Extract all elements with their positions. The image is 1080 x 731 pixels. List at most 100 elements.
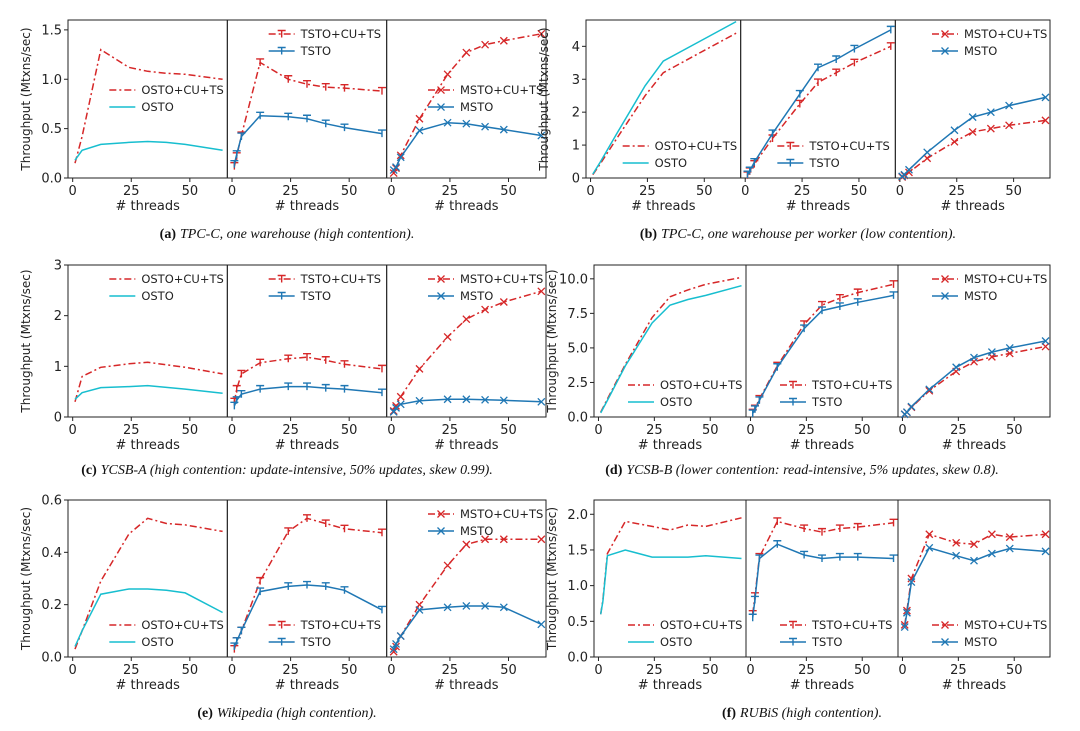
marker-x bbox=[389, 407, 398, 416]
marker-tri bbox=[853, 288, 862, 297]
marker-x bbox=[437, 86, 445, 94]
x-axis-label: # threads bbox=[434, 678, 499, 693]
legend-label: OSTO+CU+TS bbox=[141, 618, 223, 632]
marker-x bbox=[987, 348, 996, 357]
marker-x bbox=[537, 397, 546, 406]
series-line-osto bbox=[74, 140, 223, 161]
marker-x bbox=[941, 621, 949, 629]
marker-x bbox=[443, 118, 452, 127]
chart-f: Throughput (Mtxns/sec) 0.0 0.5 1.0 1.5 2.0 0 25… bbox=[545, 499, 1051, 721]
y-tick-label: 0 bbox=[572, 172, 580, 187]
marker-tri bbox=[256, 111, 265, 120]
x-tick-label: 0 bbox=[586, 184, 594, 199]
marker-x bbox=[987, 549, 996, 558]
x-tick-label: 25 bbox=[123, 184, 140, 199]
marker-x bbox=[462, 540, 471, 549]
marker-tri bbox=[818, 306, 826, 315]
x-tick-label: 50 bbox=[341, 184, 358, 199]
marker-tri bbox=[340, 83, 349, 92]
y-tick-label: 2.5 bbox=[567, 376, 588, 391]
marker-tri bbox=[795, 89, 804, 98]
legend-label: OSTO+CU+TS bbox=[655, 139, 737, 153]
legend-label: MSTO+CU+TS bbox=[460, 272, 543, 286]
marker-tri bbox=[850, 44, 859, 53]
marker-tri bbox=[256, 384, 265, 393]
marker-x bbox=[389, 169, 398, 178]
caption-text: Wikipedia (high contention). bbox=[217, 706, 377, 721]
panel-d-2: 0 25 50# threads TSTO+CU+TS TSTO bbox=[745, 264, 899, 453]
y-tick-label: 0.0 bbox=[41, 172, 62, 187]
y-axis-label: Throughput (Mtxns/sec) bbox=[545, 507, 559, 651]
marker-tri bbox=[889, 280, 898, 288]
series-line-msto-cu-ts bbox=[393, 290, 542, 412]
marker-tri bbox=[277, 637, 286, 646]
marker-tri bbox=[237, 369, 246, 378]
marker-x bbox=[941, 30, 949, 38]
marker-x bbox=[437, 275, 445, 283]
marker-x bbox=[481, 535, 490, 544]
x-tick-label: 0 bbox=[387, 184, 395, 199]
marker-tri bbox=[277, 620, 286, 629]
y-tick-label: 0.5 bbox=[567, 615, 588, 630]
marker-x bbox=[1041, 530, 1050, 539]
marker-x bbox=[941, 47, 949, 55]
marker-x bbox=[415, 364, 424, 373]
marker-tri bbox=[853, 298, 862, 306]
marker-x bbox=[1005, 533, 1014, 542]
legend-label: OSTO+CU+TS bbox=[141, 272, 223, 286]
series-line-msto-cu-ts bbox=[901, 119, 1046, 178]
x-tick-label: 50 bbox=[500, 423, 517, 438]
marker-tri bbox=[237, 132, 246, 141]
marker-x bbox=[443, 395, 452, 404]
legend-label: MSTO bbox=[964, 635, 997, 649]
marker-x bbox=[396, 392, 405, 401]
marker-tri bbox=[789, 620, 797, 629]
marker-tri bbox=[377, 528, 386, 537]
panel-frame bbox=[897, 499, 1051, 658]
caption-text: TPC-C, one warehouse (high contention). bbox=[180, 227, 414, 242]
marker-x bbox=[443, 603, 452, 612]
marker-x bbox=[462, 395, 471, 404]
panel-b-1: 0 25 50# threads OSTO+CU+TS OSTO bbox=[585, 19, 742, 214]
panel-f-1: 0 25 50# threads OSTO+CU+TS OSTO bbox=[593, 499, 747, 693]
legend: OSTO+CU+TS OSTO bbox=[109, 272, 224, 303]
y-tick-label: 0.2 bbox=[41, 598, 62, 613]
marker-x bbox=[968, 113, 977, 122]
panel-d-1: 0 25 50# threads OSTO+CU+TS OSTO bbox=[593, 264, 747, 453]
x-tick-label: 50 bbox=[182, 423, 199, 438]
series-line-tsto-cu-ts bbox=[233, 356, 383, 402]
legend: TSTO+CU+TS TSTO bbox=[268, 27, 381, 58]
marker-x bbox=[970, 540, 978, 549]
panel-frame bbox=[67, 499, 228, 658]
marker-x bbox=[443, 332, 452, 341]
marker-x bbox=[537, 287, 546, 296]
legend-label: MSTO bbox=[964, 44, 997, 58]
legend: OSTO+CU+TS OSTO bbox=[622, 139, 737, 170]
caption-text: RUBiS (high contention). bbox=[739, 706, 882, 721]
panel-frame bbox=[593, 499, 747, 658]
marker-tri bbox=[256, 587, 265, 596]
legend-label: OSTO bbox=[141, 635, 173, 649]
marker-tri bbox=[321, 519, 330, 528]
series-line-tsto bbox=[233, 115, 383, 165]
marker-tri bbox=[789, 637, 797, 646]
marker-tri bbox=[755, 554, 764, 563]
marker-x bbox=[462, 48, 471, 57]
marker-x bbox=[923, 148, 932, 157]
legend-label: OSTO bbox=[141, 289, 173, 303]
marker-tri bbox=[786, 158, 795, 167]
marker-x bbox=[925, 385, 934, 394]
x-tick-label: 25 bbox=[282, 184, 299, 199]
marker-x bbox=[396, 153, 405, 162]
marker-tri bbox=[800, 550, 809, 559]
marker-x bbox=[986, 124, 995, 133]
marker-tri bbox=[377, 86, 386, 95]
legend-label: OSTO+CU+TS bbox=[660, 618, 742, 632]
x-tick-label: 0 bbox=[746, 423, 754, 438]
marker-tri bbox=[835, 524, 844, 533]
chart-e: Throughput (Mtxns/sec)0.00.20.40.60 25 50#… bbox=[19, 494, 547, 721]
marker-x bbox=[986, 108, 995, 117]
chart-a: Throughput (Mtxns/sec)0.00.51.01.50 25 50#… bbox=[19, 19, 547, 242]
legend-label: MSTO bbox=[460, 289, 493, 303]
